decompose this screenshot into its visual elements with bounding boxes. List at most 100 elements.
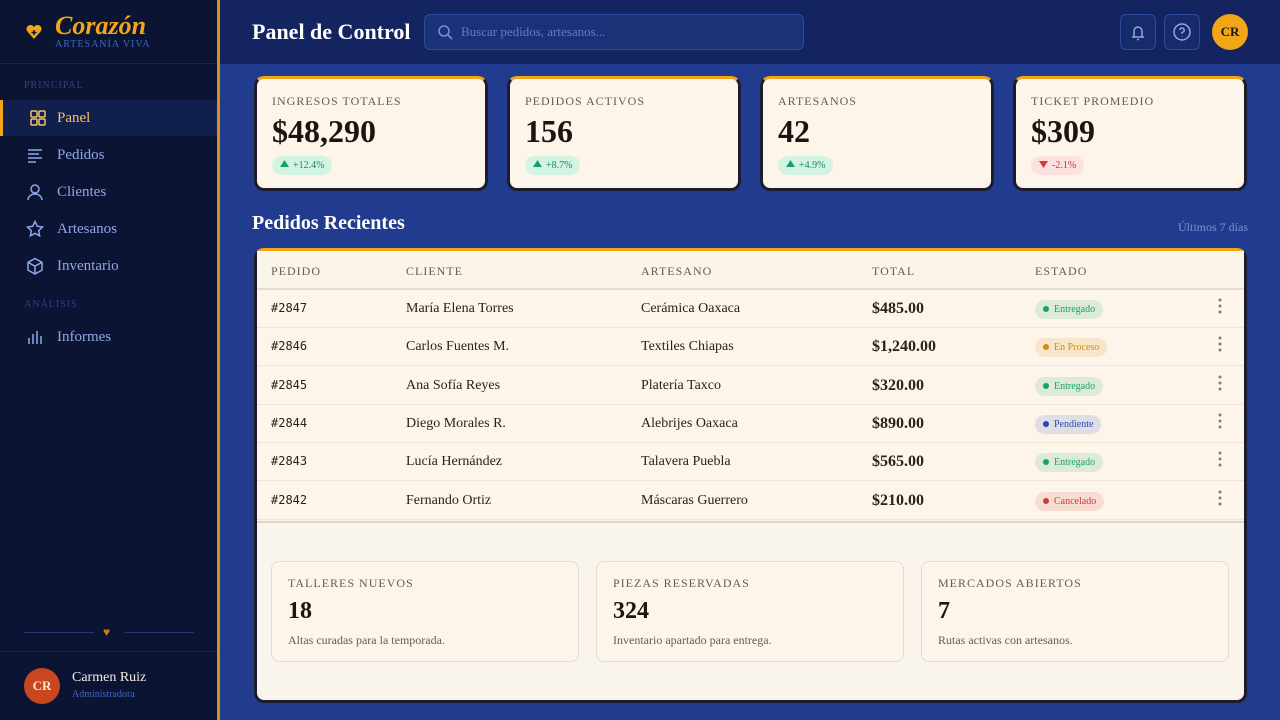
table-row[interactable]: #2843 Lucía Hernández Talavera Puebla $565.…	[257, 443, 1244, 482]
table-header	[257, 251, 1244, 290]
bell-icon	[1132, 26, 1144, 41]
nav-icon	[27, 184, 43, 201]
orders-card: PEDIDO CLIENTE ARTESANO TOTAL ESTADO #2847 Mar…	[254, 248, 1247, 703]
row-menu[interactable]	[1217, 413, 1223, 434]
trend-icon	[280, 160, 289, 167]
help-icon	[1173, 23, 1191, 41]
row-menu[interactable]	[1217, 298, 1223, 319]
column-header: ARTESANO	[641, 264, 713, 278]
stat-label: TICKET PROMEDIO	[1031, 94, 1155, 108]
sidebar: Corazón ARTESANÍA VIVA PRINCIPAL Panel Ped…	[0, 0, 220, 720]
highlight-card: TALLERES NUEVOS 18 Altas curadas para la t…	[271, 561, 579, 662]
user-avatar[interactable]: CR	[24, 668, 60, 704]
status-dot	[1043, 344, 1049, 351]
nav-item[interactable]: Pedidos	[0, 137, 217, 173]
section-title: Pedidos Recientes	[252, 212, 405, 234]
cell-client: Fernando Ortiz	[406, 492, 492, 508]
page-title: Panel de Control	[252, 19, 411, 44]
nav-icon	[30, 110, 46, 126]
nav-icon	[28, 331, 42, 344]
cell-total: $210.00	[872, 491, 924, 509]
cell-total: $565.00	[872, 453, 924, 471]
status-dot	[1043, 459, 1049, 466]
help-button[interactable]	[1164, 14, 1200, 50]
cell-artisan: Cerámica Oaxaca	[641, 301, 741, 316]
cell-artisan: Máscaras Guerrero	[641, 492, 748, 508]
status-text: Entregado	[1054, 380, 1096, 392]
divider	[0, 63, 217, 64]
trend-icon	[1039, 161, 1048, 168]
nav-label: Artesanos	[57, 221, 117, 237]
status-badge: Entregado	[1035, 376, 1104, 396]
brand-tagline: ARTESANÍA VIVA	[55, 39, 151, 50]
header-avatar[interactable]: CR	[1212, 14, 1248, 50]
search-placeholder: Buscar pedidos, artesanos...	[461, 24, 606, 39]
nav-item[interactable]: Informes	[0, 319, 217, 355]
cell-artisan: Platería Taxco	[641, 377, 722, 393]
cell-client: María Elena Torres	[406, 301, 514, 316]
nav-label: Inventario	[57, 258, 119, 274]
status-text: Pendiente	[1054, 418, 1094, 430]
row-menu[interactable]	[1217, 451, 1223, 472]
highlight-label: PIEZAS RESERVADAS	[613, 576, 750, 590]
notifications-button[interactable]	[1120, 14, 1156, 50]
brand-name: Corazón	[55, 11, 147, 40]
cell-id: #2846	[271, 339, 308, 354]
highlight-value: 324	[613, 598, 649, 624]
table-row[interactable]: #2846 Carlos Fuentes M. Textiles Chiapas $1…	[257, 328, 1244, 367]
table-row[interactable]: #2845 Ana Sofía Reyes Platería Taxco $320.0…	[257, 366, 1244, 405]
cell-total: $485.00	[872, 300, 924, 317]
stat-card: ARTESANOS 42 +4.9%	[760, 76, 994, 191]
kebab-icon	[1218, 298, 1222, 314]
table-row[interactable]: #2842 Fernando Ortiz Máscaras Guerrero $210…	[257, 481, 1244, 520]
status-badge: Cancelado	[1035, 491, 1105, 511]
divider	[24, 632, 94, 633]
change-text: +4.9%	[799, 160, 826, 171]
stat-label: INGRESOS TOTALES	[272, 94, 402, 108]
status-badge: Entregado	[1035, 453, 1104, 473]
stat-value: $309	[1031, 113, 1095, 149]
row-menu[interactable]	[1217, 490, 1223, 511]
cell-id: #2843	[271, 454, 308, 469]
brand-icon	[26, 24, 42, 39]
search-box[interactable]: Buscar pedidos, artesanos...	[424, 14, 804, 50]
nav-label: Clientes	[57, 184, 107, 200]
kebab-icon	[1218, 336, 1222, 352]
column-header: CLIENTE	[406, 264, 463, 278]
divider	[124, 632, 194, 633]
change-text: -2.1%	[1052, 160, 1077, 171]
nav-label: Pedidos	[57, 147, 105, 163]
nav-icon	[27, 257, 43, 275]
divider	[0, 651, 217, 652]
kebab-icon	[1218, 375, 1222, 391]
nav-section-title: PRINCIPAL	[24, 80, 84, 91]
status-text: Entregado	[1054, 457, 1096, 469]
column-header: TOTAL	[872, 264, 916, 278]
stat-change: +8.7%	[525, 156, 581, 175]
status-badge: Entregado	[1035, 300, 1104, 319]
status-text: En Proceso	[1054, 342, 1100, 354]
status-dot	[1043, 420, 1049, 427]
nav-item[interactable]: Inventario	[0, 248, 217, 284]
nav-item[interactable]: Artesanos	[0, 211, 217, 247]
table-row[interactable]: #2844 Diego Morales R. Alebrijes Oaxaca $89…	[257, 404, 1244, 443]
cell-id: #2845	[271, 377, 308, 392]
highlight-value: 18	[288, 598, 312, 624]
highlight-card: MERCADOS ABIERTOS 7 Rutas activas con arte…	[921, 561, 1229, 662]
highlight-value: 7	[938, 598, 950, 624]
row-menu[interactable]	[1217, 375, 1223, 396]
table-row[interactable]: #2847 María Elena Torres Cerámica Oaxaca $4…	[257, 290, 1244, 328]
cell-client: Ana Sofía Reyes	[406, 377, 501, 393]
nav-icon	[26, 220, 44, 238]
row-menu[interactable]	[1217, 336, 1223, 357]
stat-value: $48,290	[272, 113, 376, 149]
highlight-label: TALLERES NUEVOS	[288, 576, 414, 590]
stat-value: 42	[778, 113, 810, 149]
user-role: Administradora	[72, 689, 135, 700]
nav-item[interactable]: Clientes	[0, 174, 217, 210]
cell-client: Lucía Hernández	[406, 454, 502, 470]
column-header: PEDIDO	[271, 264, 321, 278]
nav-item[interactable]: Panel	[0, 100, 217, 136]
status-text: Cancelado	[1054, 495, 1097, 507]
